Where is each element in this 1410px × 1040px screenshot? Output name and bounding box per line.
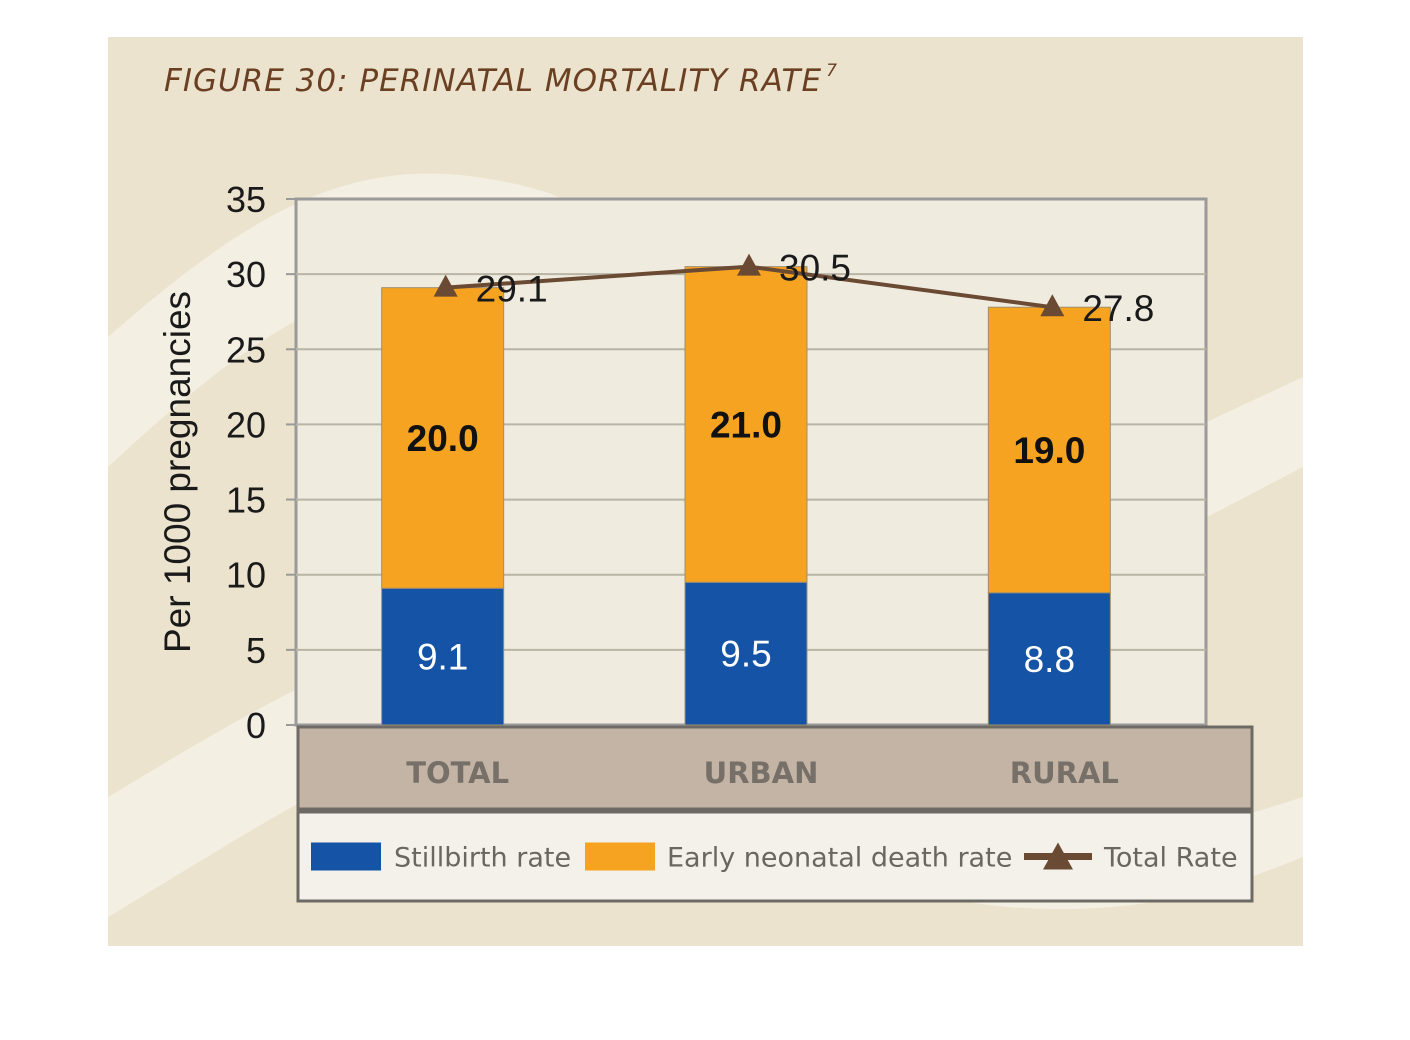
footnote-reference: 7 — [826, 60, 838, 81]
y-tick-label: 35 — [226, 179, 266, 220]
legend-label: Stillbirth rate — [394, 843, 571, 874]
category-band — [296, 725, 1254, 811]
y-tick-label: 5 — [246, 630, 266, 671]
bars: 9.1 20.0 9.5 21.0 8.8 19.0 — [381, 266, 1111, 726]
stacked-bar-chart: 0 5 10 15 20 25 30 35 Per 1000 pregnancies 9.1 2… — [157, 179, 1254, 903]
figure-title: FIGURE 30: PERINATAL MORTALITY RATE 7 — [164, 60, 838, 99]
y-tick-label: 30 — [226, 254, 266, 295]
total-rate-line: 29.1 30.5 27.8 — [433, 248, 1154, 329]
total-rate-marker — [1040, 294, 1065, 317]
y-tick-label: 15 — [226, 480, 266, 521]
bar-stillbirth — [987, 592, 1111, 726]
total-rate-data-label: 30.5 — [779, 248, 851, 289]
bar-data-label: 9.1 — [417, 637, 468, 678]
legend-swatch — [585, 842, 655, 871]
y-tick-label: 0 — [246, 705, 266, 746]
bar-stillbirth — [684, 581, 808, 726]
y-tick-label: 25 — [226, 329, 266, 370]
legend-swatch — [311, 842, 381, 871]
total-rate-data-label: 27.8 — [1082, 288, 1154, 329]
legend — [296, 810, 1254, 903]
total-rate-marker — [433, 274, 458, 297]
category-label: URBAN — [704, 756, 819, 790]
bar-data-label: 9.5 — [720, 634, 771, 675]
bar-early-neonatal — [381, 287, 505, 589]
category-label: RURAL — [1010, 756, 1119, 790]
bar-data-label: 19.0 — [1013, 430, 1085, 471]
legend-items: Stillbirth rate Early neonatal death rate… — [311, 842, 1238, 874]
y-tick-label: 10 — [226, 555, 266, 596]
category-label: TOTAL — [406, 756, 509, 790]
total-rate-data-label: 29.1 — [476, 269, 548, 310]
legend-label: Early neonatal death rate — [667, 843, 1012, 874]
y-axis-tick-labels: 0 5 10 15 20 25 30 35 — [226, 179, 266, 746]
bar-data-label: 21.0 — [710, 404, 782, 445]
legend-marker-swatch — [1043, 842, 1073, 870]
bar-early-neonatal — [987, 306, 1111, 594]
y-axis-label: Per 1000 pregnancies — [157, 291, 198, 653]
category-labels: TOTAL URBAN RURAL — [406, 756, 1119, 790]
y-tick-label: 20 — [226, 404, 266, 445]
bar-early-neonatal — [684, 266, 808, 583]
bar-data-label: 20.0 — [407, 418, 479, 459]
bar-data-label: 8.8 — [1024, 639, 1075, 680]
figure-title-text: FIGURE 30: PERINATAL MORTALITY RATE — [164, 63, 823, 99]
legend-label: Total Rate — [1103, 843, 1238, 874]
total-rate-marker — [737, 253, 761, 276]
figure-panel: FIGURE 30: PERINATAL MORTALITY RATE 7 0 5 1… — [108, 37, 1303, 946]
